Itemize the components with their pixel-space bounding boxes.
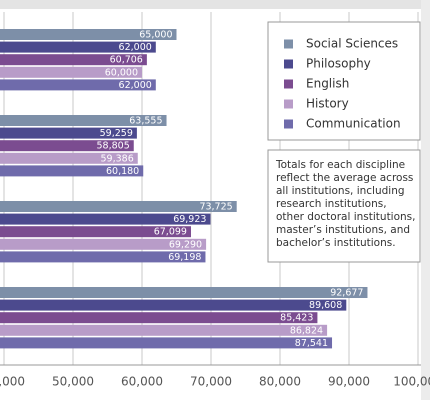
bar	[0, 324, 328, 336]
x-tick-label: 80,000	[259, 375, 301, 389]
legend-label: History	[306, 97, 349, 111]
bar	[0, 127, 137, 139]
note-line: research institutions,	[276, 198, 387, 210]
value-label: 63,555	[129, 116, 162, 127]
bar	[0, 201, 237, 212]
legend-label: Philosophy	[306, 57, 371, 71]
bar	[0, 115, 167, 126]
note-line: master’s institutions, and	[276, 224, 410, 236]
value-label: 60,180	[106, 166, 139, 177]
x-tick-label: 40,000	[0, 375, 25, 389]
bar	[0, 165, 144, 177]
note-line: bachelor’s institutions.	[276, 237, 396, 249]
note-line: reflect the average across	[276, 172, 413, 184]
bar	[0, 54, 147, 66]
value-label: 60,706	[110, 55, 143, 66]
value-label: 73,725	[199, 202, 232, 213]
bar	[0, 226, 191, 238]
bar	[0, 251, 206, 263]
bar	[0, 287, 368, 298]
bar	[0, 140, 134, 152]
value-label: 89,608	[309, 300, 342, 311]
value-label: 92,677	[330, 288, 363, 299]
legend-label: Social Sciences	[306, 37, 398, 51]
top-band	[0, 0, 430, 9]
right-band	[421, 0, 430, 400]
value-label: 59,259	[100, 128, 133, 139]
bars: 65,00062,00060,70660,00062,00063,55559,2…	[0, 29, 368, 349]
x-tick-label: 100,000	[393, 375, 430, 389]
bar	[0, 66, 142, 78]
value-label: 62,000	[119, 80, 152, 91]
bar	[0, 312, 318, 324]
legend-swatch	[284, 39, 293, 49]
legend-label: Communication	[306, 117, 401, 131]
bar	[0, 29, 177, 40]
value-label: 58,805	[97, 141, 130, 152]
x-tick-label: 60,000	[121, 375, 163, 389]
value-label: 86,824	[290, 325, 323, 336]
value-label: 85,423	[280, 313, 313, 324]
legend-box	[267, 21, 421, 141]
value-label: 67,099	[154, 227, 187, 238]
legend-swatch	[284, 99, 293, 109]
x-tick-label: 70,000	[190, 375, 232, 389]
bar	[0, 41, 156, 53]
bar	[0, 79, 156, 91]
bar	[0, 337, 333, 349]
note-line: other doctoral institutions,	[276, 211, 416, 223]
value-label: 69,198	[168, 252, 201, 263]
note-box	[267, 149, 421, 263]
x-tick-label: 50,000	[52, 375, 94, 389]
legend-swatch	[284, 79, 293, 89]
bar	[0, 299, 347, 311]
x-tick-label: 90,000	[328, 375, 370, 389]
value-label: 69,290	[169, 239, 202, 250]
value-label: 59,386	[101, 153, 134, 164]
value-label: 60,000	[105, 67, 138, 78]
note-line: all institutions, including	[276, 185, 405, 197]
legend-swatch	[284, 119, 293, 129]
legend-swatch	[284, 59, 293, 69]
bar	[0, 152, 138, 164]
note-line: Totals for each discipline	[275, 159, 405, 171]
value-label: 69,923	[173, 214, 206, 225]
value-label: 65,000	[139, 30, 172, 41]
value-label: 87,541	[295, 338, 328, 349]
legend: Social Sciences Philosophy English History C…	[267, 21, 421, 141]
value-label: 62,000	[119, 42, 152, 53]
bar	[0, 238, 207, 250]
bar	[0, 213, 211, 225]
legend-label: English	[306, 77, 349, 91]
